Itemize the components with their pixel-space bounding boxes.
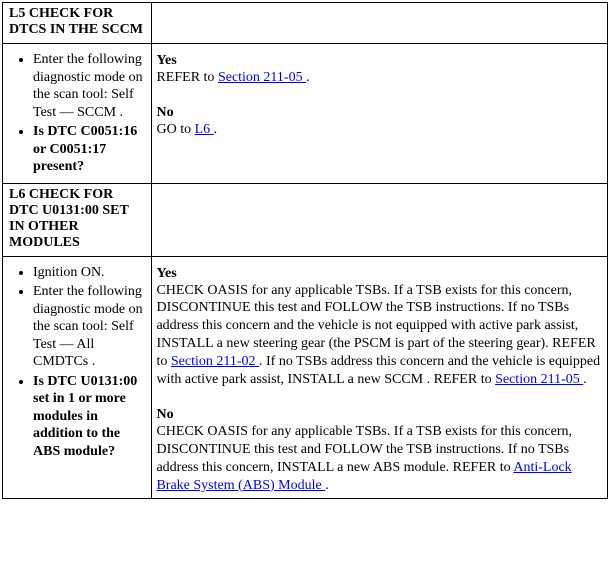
step-header-right	[152, 183, 608, 256]
step-title: L6 CHECK FOR DTC U0131:00 SET IN OTHER M…	[7, 187, 147, 251]
step-title-cell: L5 CHECK FOR DTCS IN THE SCCM	[3, 3, 152, 44]
link-section-211-05-b[interactable]: Section 211-05	[495, 372, 583, 387]
instruction-item: Enter the following diagnostic mode on t…	[33, 51, 147, 121]
instruction-item: Ignition ON.	[33, 264, 147, 282]
instruction-text: Enter the following diagnostic mode on t…	[33, 52, 143, 120]
no-label: No	[156, 407, 603, 423]
step-answers-cell: YesCHECK OASIS for any applicable TSBs. …	[152, 256, 608, 498]
link-section-211-05-a[interactable]: Section 211-05	[218, 70, 306, 85]
step-body-row: Enter the following diagnostic mode on t…	[3, 44, 608, 184]
step-header-row: L5 CHECK FOR DTCS IN THE SCCM	[3, 3, 608, 44]
diagnostic-table: L5 CHECK FOR DTCS IN THE SCCM Enter the …	[2, 2, 608, 499]
link-abs-module[interactable]: Anti-Lock Brake System (ABS) Module	[156, 460, 571, 493]
yes-body: CHECK OASIS for any applicable TSBs. If …	[156, 282, 603, 389]
instruction-item: Enter the following diagnostic mode on t…	[33, 283, 147, 371]
instruction-item: Is DTC C0051:16 or C0051:17 present?	[33, 123, 147, 176]
link-section-211-02[interactable]: Section 211-02	[171, 354, 259, 369]
instruction-text: Is DTC U0131:00 set in 1 or more modules…	[33, 374, 137, 459]
instruction-list: Enter the following diagnostic mode on t…	[7, 51, 147, 176]
instruction-text: Enter the following diagnostic mode on t…	[33, 284, 143, 369]
instruction-text: Is DTC C0051:16 or C0051:17 present?	[33, 124, 137, 174]
yes-label: Yes	[156, 53, 603, 69]
step-header-right	[152, 3, 608, 44]
link-l6[interactable]: L6	[195, 122, 214, 137]
step-answers-cell: YesREFER to Section 211-05 . NoGO to L6 .	[152, 44, 608, 184]
step-body-row: Ignition ON. Enter the following diagnost…	[3, 256, 608, 498]
no-label: No	[156, 105, 603, 121]
step-instructions-cell: Ignition ON. Enter the following diagnost…	[3, 256, 152, 498]
instruction-text: Ignition ON.	[33, 265, 105, 280]
step-header-row: L6 CHECK FOR DTC U0131:00 SET IN OTHER M…	[3, 183, 608, 256]
yes-label: Yes	[156, 266, 603, 282]
no-body: CHECK OASIS for any applicable TSBs. If …	[156, 423, 603, 495]
step-instructions-cell: Enter the following diagnostic mode on t…	[3, 44, 152, 184]
step-title-cell: L6 CHECK FOR DTC U0131:00 SET IN OTHER M…	[3, 183, 152, 256]
no-body: GO to L6 .	[156, 121, 603, 139]
yes-body: REFER to Section 211-05 .	[156, 69, 603, 87]
instruction-list: Ignition ON. Enter the following diagnost…	[7, 264, 147, 461]
step-title: L5 CHECK FOR DTCS IN THE SCCM	[7, 6, 147, 38]
instruction-item: Is DTC U0131:00 set in 1 or more modules…	[33, 373, 147, 461]
